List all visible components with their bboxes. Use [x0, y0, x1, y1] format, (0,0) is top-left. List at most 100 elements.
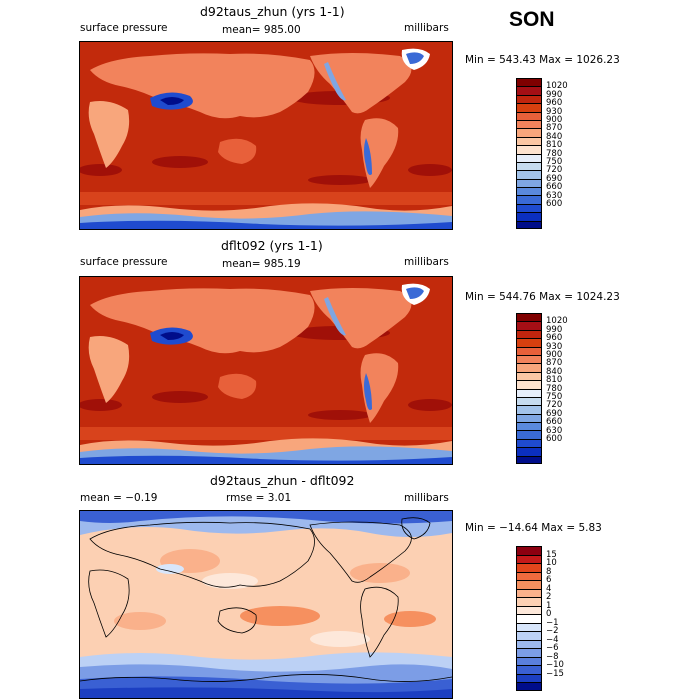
panel-1-colorbar-segment [517, 195, 541, 204]
panel-3-colorbar-label: 10 [546, 558, 557, 568]
panel-2-colorbar-segment [517, 447, 541, 456]
panel-1-north-america [310, 53, 412, 114]
panel-2-colorbar-label: 840 [546, 366, 563, 377]
panel-2-colorbar-label: 990 [546, 324, 563, 335]
panel-3-colorbar-segment [517, 546, 541, 555]
panel-1-colorbar-label: 1020 [546, 81, 568, 92]
panel-3-colorbar-label: −4 [546, 634, 559, 645]
panel-3-colorbar-segment [517, 665, 541, 674]
panel-3-colorbar-segment [517, 563, 541, 572]
panel-3-colorbar-segment [517, 571, 541, 580]
panel-2-satl-high [80, 399, 122, 411]
panel-2-indian-high [152, 391, 208, 403]
panel-3-colorbar-segment [517, 673, 541, 682]
panel-2-colorbar-label: 900 [546, 350, 563, 360]
panel-2-colorbar-label: 930 [546, 341, 563, 352]
panel-1-colorbar-label: 930 [546, 106, 563, 117]
panel-2-colorbar-label: 870 [546, 358, 563, 369]
panel-2-eurasia [90, 288, 315, 354]
panel-3-colorbar-label: 6 [546, 575, 552, 585]
panel-3-colorbar-label: −1 [546, 617, 559, 628]
panel-1-min-max: Min = 543.43 Max = 1026.23 [465, 54, 620, 66]
panel-3-colorbar-label: 4 [546, 583, 552, 594]
panel-1-colorbar-segment [517, 78, 541, 87]
panel-3-colorbar-label: 1 [546, 600, 552, 611]
panel-3-north-core [80, 511, 452, 524]
panel-1-greenland-core [406, 52, 424, 64]
panel-1-colorbar-label: 840 [546, 131, 563, 142]
panel-1-satl-high [80, 164, 122, 176]
panel-2-colorbar-segment [517, 438, 541, 448]
panel-3-colorbar-segment [517, 639, 541, 648]
panel-2-colorbar-segment [517, 371, 541, 381]
panel-2-colorbar-label: 660 [546, 417, 563, 428]
panel-3-colorbar-label: 8 [546, 566, 552, 577]
panel-2-colorbar-segment [517, 346, 541, 355]
panel-2-antarctica-core [80, 455, 452, 464]
panel-1-antarctica-core [80, 220, 452, 229]
panel-2-colorbar-segment [517, 363, 541, 372]
panel-1-colorbar-box [516, 78, 542, 230]
panel-1-colorbar-label: 810 [546, 140, 563, 151]
panel-1-colorbar-label: 900 [546, 115, 563, 125]
panel-2-colorbar-label: 750 [546, 392, 563, 402]
panel-2-colorbar-segment [517, 388, 541, 397]
panel-2-colorbar-segment [517, 313, 541, 322]
panel-3-colorbar-label: 0 [546, 609, 552, 619]
panel-1-colorbar-segment [517, 145, 541, 154]
panel-3-map [79, 510, 453, 699]
panel-2-colorbar-segment [517, 396, 541, 406]
panel-2-spac-high [308, 410, 372, 420]
panel-2-satl-high-east [408, 399, 452, 411]
panel-2-colorbar-box [516, 313, 542, 465]
panel-3-map-svg [80, 511, 452, 698]
panel-2-africa [88, 336, 130, 403]
panel-2-colorbar-segment [517, 422, 541, 431]
panel-3-colorbar-segment [517, 631, 541, 640]
panel-3-north-america-outline [309, 521, 412, 583]
panel-1-colorbar-label: 600 [546, 199, 563, 209]
panel-3-light-patch-2 [310, 631, 370, 647]
panel-2-south-band [80, 427, 452, 440]
panel-1-rockies [324, 62, 346, 101]
panel-2-andes [364, 373, 372, 410]
panel-2-colorbar-segment [517, 338, 541, 347]
panel-2-colorbar-segment [517, 380, 541, 389]
panel-3-rmse: rmse = 3.01 [226, 492, 292, 504]
panel-3-colorbar-segment [517, 622, 541, 631]
panel-3-coastlines [80, 517, 452, 682]
panel-3-colorbar-label: 15 [546, 549, 557, 560]
panel-3-colorbar-box [516, 546, 542, 691]
panel-1-colorbar-segment [517, 103, 541, 112]
panel-3-title: d92taus_zhun - dflt092 [210, 473, 355, 488]
panel-2-greenland-core [406, 287, 424, 299]
panel-1-south-band [80, 192, 452, 205]
panel-2-mean: mean= 985.19 [222, 258, 301, 270]
panel-2-colorbar-segment [517, 329, 541, 339]
panel-3-colorbar-label: −2 [546, 626, 559, 636]
panel-2-colorbar-segment [517, 321, 541, 330]
panel-3-colorbar-segment [517, 605, 541, 614]
panel-3-eurasia-outline [89, 521, 315, 588]
panel-1-colorbar-segment [517, 86, 541, 95]
panel-2-title: dflt092 (yrs 1-1) [221, 238, 323, 253]
panel-2-rockies [324, 297, 346, 336]
panel-2-map-svg [80, 277, 452, 464]
panel-3-colorbar-label: −15 [546, 668, 564, 679]
panel-3-australia-outline [217, 607, 257, 634]
panel-1-eurasia [90, 53, 315, 119]
panel-1-colorbar-segment [517, 170, 541, 179]
panel-2-colorbar-label: 1020 [546, 316, 568, 327]
panel-3-light-patch-1 [202, 573, 258, 589]
panel-3-antarctica-outline [80, 674, 452, 682]
panel-3-colorbar-segment [517, 597, 541, 606]
panel-2-colorbar-label: 630 [546, 425, 563, 436]
panel-3-pacific-patch [350, 563, 410, 583]
panel-1-colorbar-label: 630 [546, 190, 563, 201]
panel-1-map-svg [80, 42, 452, 229]
panel-3-africa-outline [88, 569, 130, 638]
panel-1-colorbar-segment [517, 203, 541, 213]
panel-3-colorbar-label: −10 [546, 660, 564, 670]
panel-1-colorbar-segment [517, 128, 541, 137]
panel-3-colorbar-segment [517, 656, 541, 665]
